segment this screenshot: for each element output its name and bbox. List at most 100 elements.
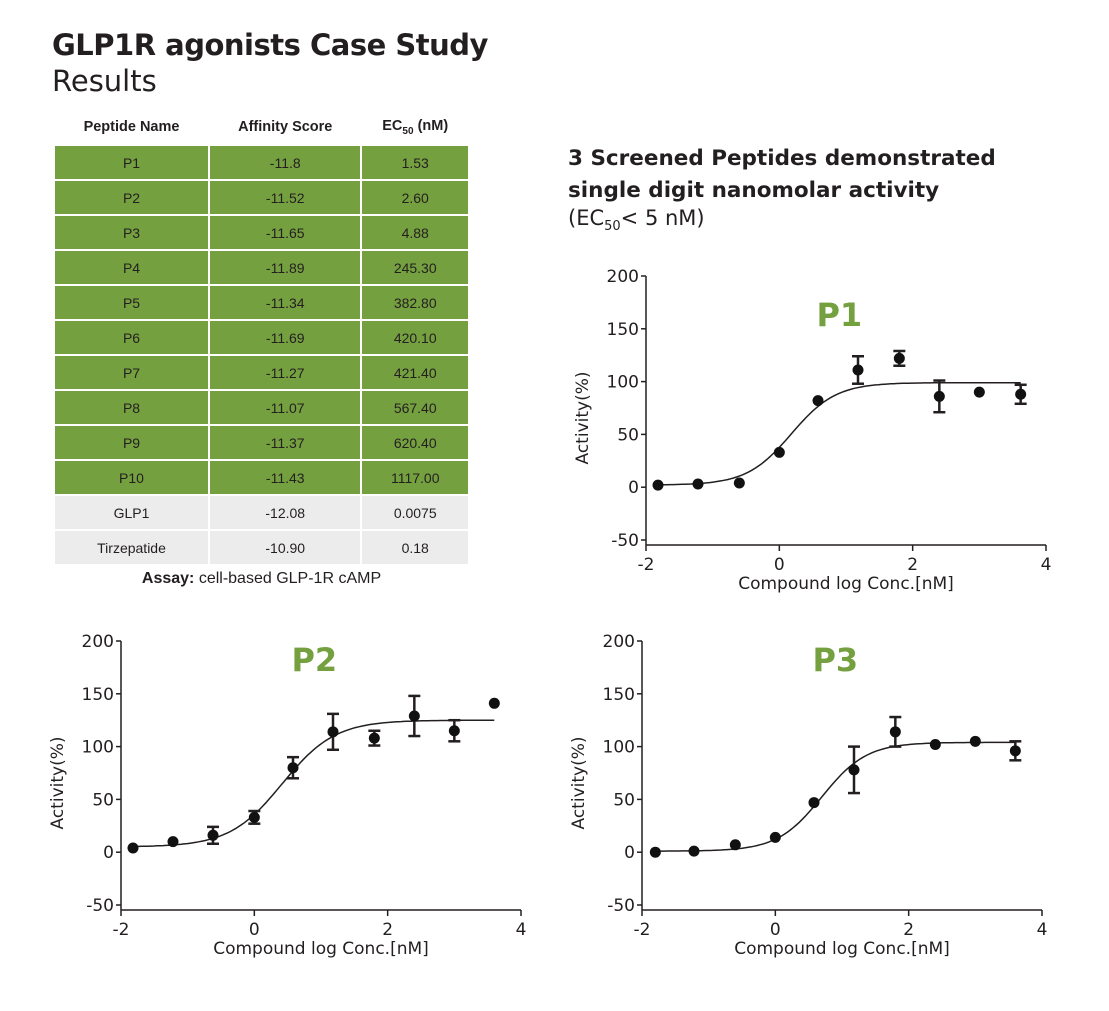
- table-row: P4 -11.89 245.30: [52, 249, 470, 286]
- fit-curve: [658, 381, 1021, 486]
- cell-peptide-name: P6: [52, 319, 211, 356]
- y-axis-label: Activity(%): [48, 737, 68, 830]
- y-tick-label: 50: [617, 425, 639, 445]
- data-point: [408, 710, 420, 722]
- data-point: [287, 762, 299, 774]
- cell-peptide-name: P1: [52, 144, 211, 181]
- chart-title: P2: [291, 641, 337, 679]
- y-tick-label: 0: [628, 478, 639, 498]
- x-tick-label: 2: [903, 920, 914, 940]
- col-affinity-score: Affinity Score: [238, 119, 333, 135]
- y-tick-label: -50: [611, 531, 639, 551]
- cell-peptide-name: P7: [52, 354, 211, 391]
- cell-ec50: 4.88: [360, 214, 470, 251]
- data-point: [729, 839, 741, 851]
- fit-curve: [132, 719, 495, 848]
- cell-ec50: 0.0075: [360, 494, 470, 531]
- x-tick-label: 2: [907, 555, 918, 575]
- col-ec50: EC50 (nM): [382, 117, 449, 137]
- data-point: [933, 390, 945, 402]
- y-tick-label: 200: [607, 267, 639, 287]
- x-tick-label: 2: [382, 920, 393, 940]
- x-axis-label: Compound log Conc.[nM]: [738, 574, 954, 594]
- data-point: [652, 479, 664, 491]
- chart-p2: -50 0 50 100 150 200 -2 0 2 4 Compound log Conc.[n…: [48, 632, 526, 959]
- cell-peptide-name: P5: [52, 284, 211, 321]
- data-point: [327, 726, 339, 738]
- x-tick-label: -2: [113, 920, 130, 940]
- data-point: [773, 446, 785, 458]
- y-tick-label: 50: [92, 790, 114, 810]
- cell-affinity-score: -11.69: [208, 319, 363, 356]
- assay-caption: Assay: cell-based GLP-1R cAMP: [141, 570, 382, 587]
- x-tick-label: 0: [774, 555, 785, 575]
- table-row: P8 -11.07 567.40: [52, 389, 470, 426]
- cell-ec50: 567.40: [360, 389, 470, 426]
- data-point: [248, 811, 260, 823]
- y-tick-label: 200: [82, 632, 114, 652]
- cell-peptide-name: P3: [52, 214, 211, 251]
- cell-peptide-name: P8: [52, 389, 211, 426]
- data-point: [769, 831, 781, 843]
- cell-ec50: 0.18: [360, 529, 470, 566]
- data-point: [167, 836, 179, 848]
- y-tick-label: 100: [607, 373, 639, 393]
- y-tick-label: 50: [613, 790, 635, 810]
- cell-affinity-score: -11.07: [208, 389, 363, 426]
- data-point: [973, 386, 985, 398]
- cell-affinity-score: -10.90: [208, 529, 363, 566]
- x-tick-label: -2: [638, 555, 655, 575]
- y-tick-label: 100: [603, 738, 635, 758]
- cell-ec50: 2.60: [360, 179, 470, 216]
- cell-affinity-score: -11.65: [208, 214, 363, 251]
- cell-ec50: 420.10: [360, 319, 470, 356]
- page-title: GLP1R agonists Case Study: [52, 28, 488, 62]
- y-tick-label: -50: [607, 896, 635, 916]
- table-row: P3 -11.65 4.88: [52, 214, 470, 251]
- col-peptide-name: Peptide Name: [83, 119, 180, 135]
- data-point: [808, 797, 820, 809]
- cell-ec50: 421.40: [360, 354, 470, 391]
- y-tick-label: 0: [103, 843, 114, 863]
- y-tick-label: 150: [607, 320, 639, 340]
- cell-ec50: 620.40: [360, 424, 470, 461]
- data-point: [733, 477, 745, 489]
- cell-affinity-score: -11.37: [208, 424, 363, 461]
- data-point: [848, 764, 860, 776]
- x-tick-label: 0: [770, 920, 781, 940]
- cell-peptide-name: P10: [52, 459, 211, 496]
- y-axis-label: Activity(%): [569, 737, 589, 830]
- chart-p1: -50 0 50 100 150 200 -2 0 2 4 Compound log Conc.[n…: [573, 267, 1052, 594]
- results-table: Peptide Name Affinity Score EC50 (nM) P1…: [52, 110, 470, 566]
- data-point: [1015, 388, 1027, 400]
- cell-ec50: 382.80: [360, 284, 470, 321]
- table-row: P2 -11.52 2.60: [52, 179, 470, 216]
- x-tick-label: 4: [1037, 920, 1048, 940]
- data-point: [688, 845, 700, 857]
- data-point: [649, 846, 661, 858]
- cell-peptide-name: P9: [52, 424, 211, 461]
- data-point: [127, 842, 139, 854]
- cell-ec50: 245.30: [360, 249, 470, 286]
- table-row: P6 -11.69 420.10: [52, 319, 470, 356]
- x-tick-label: 0: [249, 920, 260, 940]
- x-axis-label: Compound log Conc.[nM]: [213, 939, 429, 959]
- cell-affinity-score: -11.43: [208, 459, 363, 496]
- x-tick-label: 4: [1041, 555, 1052, 575]
- cell-peptide-name: P2: [52, 179, 211, 216]
- table-row: P5 -11.34 382.80: [52, 284, 470, 321]
- cell-peptide-name: P4: [52, 249, 211, 286]
- y-tick-label: 100: [82, 738, 114, 758]
- data-point: [692, 478, 704, 490]
- data-point: [488, 697, 500, 709]
- data-point: [929, 738, 941, 750]
- cell-affinity-score: -11.89: [208, 249, 363, 286]
- y-tick-label: -50: [86, 896, 114, 916]
- x-axis-label: Compound log Conc.[nM]: [734, 939, 950, 959]
- table-row: P10 -11.43 1117.00: [52, 459, 470, 496]
- chart-title: P1: [816, 296, 862, 334]
- x-tick-label: -2: [634, 920, 651, 940]
- data-point: [812, 395, 824, 407]
- cell-affinity-score: -11.34: [208, 284, 363, 321]
- data-point: [969, 735, 981, 747]
